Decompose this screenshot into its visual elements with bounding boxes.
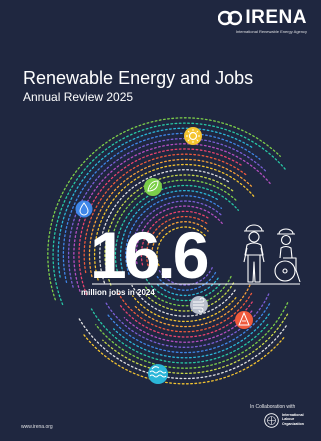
decorative-arc [119, 190, 220, 274]
geothermal-icon [235, 311, 253, 329]
irena-logo: IRENA International Renewable Energy Age… [218, 8, 307, 34]
solar-icon [184, 127, 202, 145]
decorative-arc [104, 174, 235, 286]
decorative-arc [57, 127, 253, 278]
decorative-arc [77, 316, 287, 380]
report-title: Renewable Energy and Jobs [23, 68, 254, 88]
decorative-arc [156, 271, 217, 291]
decorative-arc [90, 308, 269, 364]
decorative-arc [156, 226, 208, 267]
wheelchair-user-icon [274, 228, 301, 283]
hydropower-drop-icon [75, 200, 93, 218]
decorative-arc [67, 137, 267, 288]
decorative-arc [125, 195, 223, 275]
decorative-arc [151, 221, 209, 267]
brand-tagline: International Renewable Energy Agency [235, 29, 307, 34]
decorative-arc [132, 295, 237, 323]
ilo-seal-icon [264, 413, 279, 428]
partner-name: International Labour Organization [282, 413, 318, 426]
jobs-headline-caption: million jobs in 2024 [81, 288, 155, 297]
decorative-arc [107, 303, 271, 354]
decorative-arc [145, 215, 210, 267]
partner-name-line-1: International [282, 413, 304, 417]
decorative-arc [52, 122, 287, 306]
decorative-arc [73, 143, 271, 292]
wind-icon [190, 296, 208, 314]
decorative-arc [99, 169, 231, 284]
partner-name-line-3: Organization [282, 421, 304, 426]
decorative-arc [47, 117, 281, 301]
report-subtitle: Annual Review 2025 [23, 90, 134, 104]
website-url: www.irena.org [21, 424, 53, 430]
decorative-arc [117, 292, 253, 333]
ocean-wave-icon [148, 364, 168, 384]
decorative-arc [130, 200, 224, 276]
decorative-arc [134, 284, 251, 328]
decorative-arc [88, 158, 253, 278]
bioenergy-leaf-icon [144, 178, 162, 196]
decorative-arc [131, 284, 236, 317]
decorative-arc [140, 210, 209, 266]
decorative-arc [102, 313, 289, 375]
decorative-arc [144, 277, 221, 302]
decorative-arc [119, 301, 253, 338]
decorative-arc [62, 132, 261, 284]
irena-logo-mark-icon [218, 10, 243, 26]
collaboration-label: In Collaboration with [250, 404, 296, 410]
decorative-arc [135, 205, 224, 265]
decorative-arc [82, 333, 285, 385]
decorative-arc [78, 148, 242, 296]
brand-name: IRENA [245, 7, 307, 28]
decorative-arc [95, 302, 289, 369]
decorative-arc [158, 267, 213, 286]
jobs-headline-number: 16.6 [90, 218, 209, 292]
decorative-arc [93, 163, 255, 281]
decorative-arc [104, 293, 270, 348]
worker-figure-icon [243, 224, 265, 283]
decorative-arc [112, 313, 270, 359]
partner-name-line-2: Labour [282, 417, 295, 422]
decorative-arc [83, 153, 248, 274]
